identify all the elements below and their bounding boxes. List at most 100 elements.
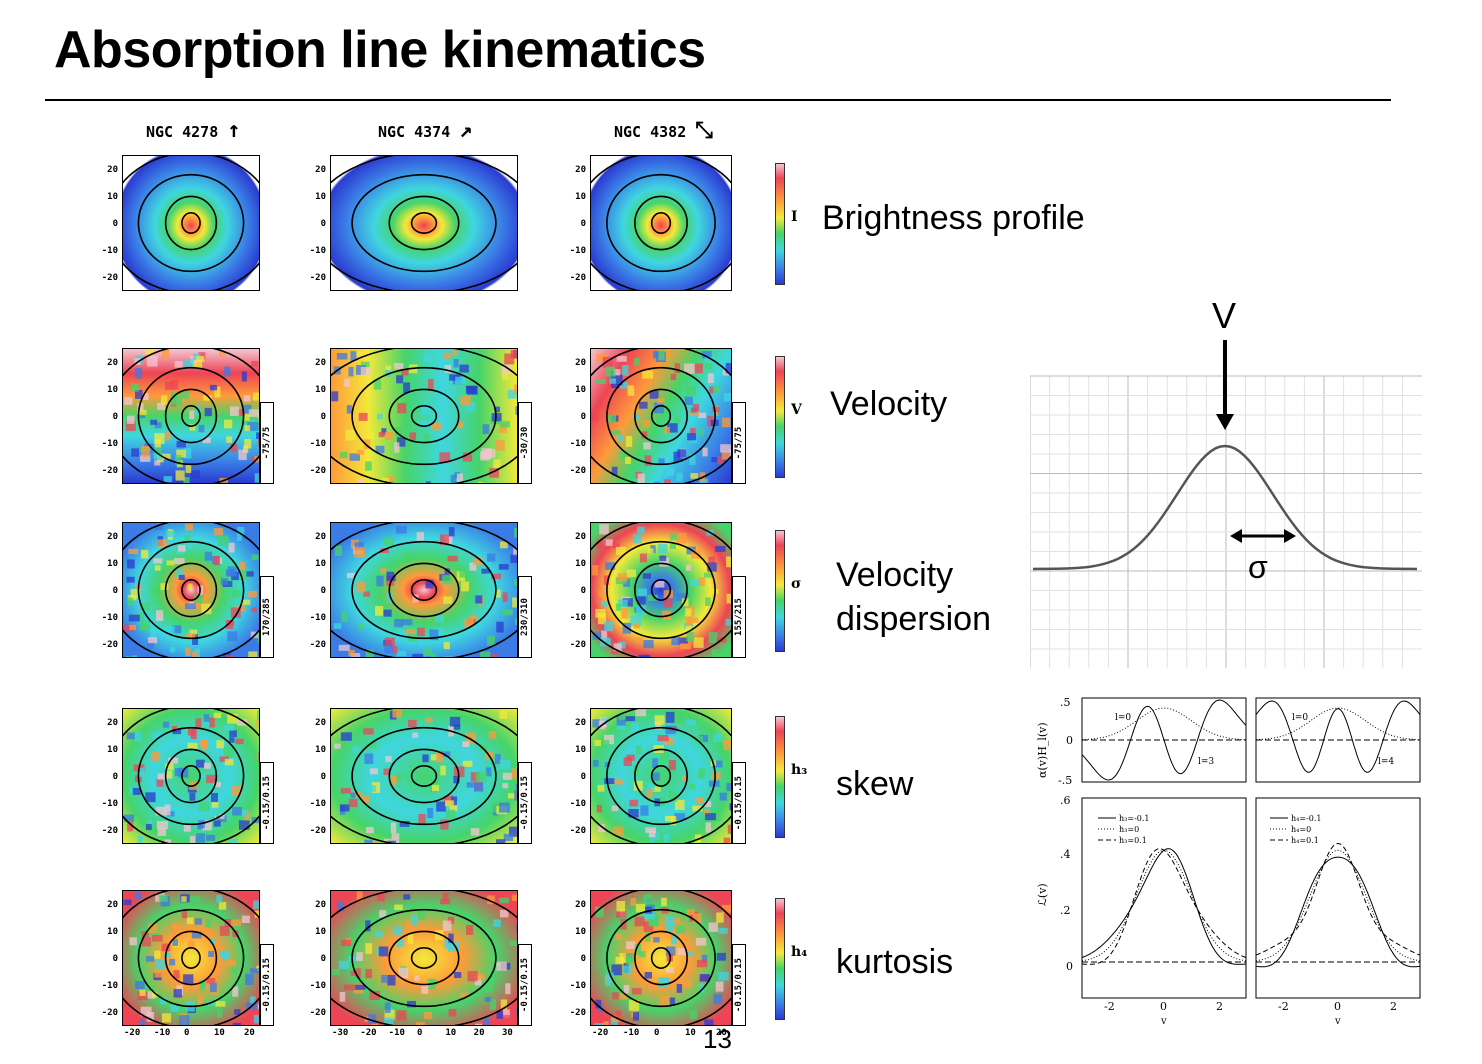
y-tick-label: -20	[569, 1008, 586, 1018]
hermite-curves	[1081, 699, 1421, 968]
x-tick-label: -20	[592, 1028, 609, 1038]
y-tick-label: -10	[569, 246, 586, 256]
colorbar-symbol: V	[791, 402, 802, 418]
x-tick-label: 20	[473, 1028, 485, 1038]
x-tick-label: -20	[360, 1028, 377, 1038]
row-label-skew: skew	[836, 765, 914, 803]
galaxy-name: NGC 4374	[378, 123, 451, 141]
colorbar	[775, 163, 785, 285]
hermite-line	[1081, 848, 1247, 965]
kinematic-map	[122, 522, 260, 658]
y-tick-label: 20	[575, 165, 586, 175]
x-tick-label: 10	[685, 1028, 696, 1038]
y-tick-label: 0	[580, 219, 586, 229]
y-tick-label: 10	[315, 927, 326, 937]
y-tick-label: 0	[320, 219, 326, 229]
kinematic-map	[122, 155, 260, 291]
y-tick-label: 0	[112, 954, 118, 964]
hermite-diagram: .5 0 -.5 .6 .4 .2 0 α(v)H_l(v) ℒ(v) -2 0…	[1036, 696, 1421, 1027]
x-label: v	[1334, 1016, 1341, 1027]
legend-entry: h₃=0.1	[1119, 836, 1147, 845]
x-tick-label: -10	[623, 1028, 640, 1038]
x-tick: -2	[1278, 1000, 1289, 1013]
y-tick-label: 20	[107, 358, 118, 368]
range-label: -0.15/0.15	[732, 762, 746, 844]
left-legend: h₃=-0.1 h₃=0 h₃=0.1	[1098, 814, 1150, 845]
y-tick-label: 10	[107, 192, 118, 202]
y-tick-label: 20	[315, 165, 326, 175]
y-tick-label: -10	[101, 439, 118, 449]
annotation: l=4	[1378, 757, 1394, 767]
y-tick-label: -20	[309, 1008, 326, 1018]
hermite-line	[1255, 856, 1421, 968]
slide-title: Absorption line kinematics	[54, 21, 706, 79]
colorbar	[775, 356, 785, 478]
gaussian-curve	[1032, 444, 1418, 571]
y-tick-label: 10	[575, 385, 586, 395]
y-tick-label: -20	[101, 826, 118, 836]
y-tick-label: -20	[569, 826, 586, 836]
sigma-label: σ	[1248, 549, 1268, 585]
bottom-right-frame	[1255, 797, 1421, 999]
legend-entry: h₃=-0.1	[1119, 814, 1150, 823]
hermite-line	[1255, 700, 1421, 773]
kinematic-map	[122, 890, 260, 1026]
hermite-line	[1082, 707, 1246, 741]
bottom-tick: .4	[1060, 848, 1071, 861]
range-label: -0.15/0.15	[518, 944, 532, 1026]
x-tick-label: -10	[154, 1028, 171, 1038]
bottom-tick: .2	[1060, 904, 1071, 917]
title-divider	[45, 99, 1391, 101]
y-tick-label: 20	[315, 718, 326, 728]
orientation-arrow-icon: ⤡	[695, 118, 713, 143]
legend-entry: h₄=-0.1	[1291, 814, 1322, 823]
x-tick-label: -20	[124, 1028, 141, 1038]
legend-entry: h₃=0	[1119, 825, 1139, 834]
y-tick-label: 20	[107, 900, 118, 910]
y-tick-label: 0	[580, 412, 586, 422]
y-tick-label: -20	[309, 273, 326, 283]
range-label: -0.15/0.15	[732, 944, 746, 1026]
row-label-brightness: Brightness profile	[822, 199, 1085, 237]
kinematic-map	[590, 522, 732, 658]
x-tick-label: 20	[244, 1028, 255, 1038]
range-label: 230/310	[518, 576, 532, 658]
hermite-line	[1081, 849, 1247, 962]
x-tick-label: 10	[445, 1028, 457, 1038]
y-tick-label: 0	[320, 772, 326, 782]
y-tick-label: -20	[309, 640, 326, 650]
x-tick-label: 0	[417, 1028, 423, 1038]
kinematic-map	[590, 155, 732, 291]
x-tick-label: 0	[184, 1028, 190, 1038]
y-tick-label: -10	[309, 981, 326, 991]
x-tick-label: -10	[388, 1028, 405, 1038]
y-tick-label: -20	[569, 466, 586, 476]
y-tick-label: 10	[315, 745, 326, 755]
y-tick-label: -20	[101, 466, 118, 476]
y-tick-label: 0	[320, 586, 326, 596]
y-tick-label: 10	[575, 559, 586, 569]
y-tick-label: 0	[112, 219, 118, 229]
y-tick-label: -10	[101, 981, 118, 991]
annotation: l=0	[1115, 713, 1131, 723]
annotation: l=0	[1292, 713, 1308, 723]
colorbar-symbol: h₄	[791, 944, 808, 960]
y-tick-label: -10	[309, 799, 326, 809]
y-tick-label: -10	[569, 613, 586, 623]
galaxy-header-ngc4278: NGC 4278 ↑	[146, 118, 241, 143]
gaussian-grid	[1030, 375, 1422, 668]
x-tick-label: 10	[214, 1028, 225, 1038]
colorbar-symbol: I	[791, 209, 798, 225]
y-tick-label: 0	[112, 586, 118, 596]
velocity-arrow-head-icon	[1216, 414, 1234, 430]
x-tick-label: 30	[502, 1028, 513, 1038]
range-label: -0.15/0.15	[260, 762, 274, 844]
range-label: -75/75	[260, 402, 274, 484]
y-tick-label: 20	[575, 900, 586, 910]
hermite-line	[1256, 707, 1420, 741]
y-tick-label: -10	[309, 613, 326, 623]
y-tick-label: -20	[101, 640, 118, 650]
x-label: v	[1160, 1016, 1167, 1027]
range-label: 155/215	[732, 576, 746, 658]
kinematic-map	[590, 708, 732, 844]
